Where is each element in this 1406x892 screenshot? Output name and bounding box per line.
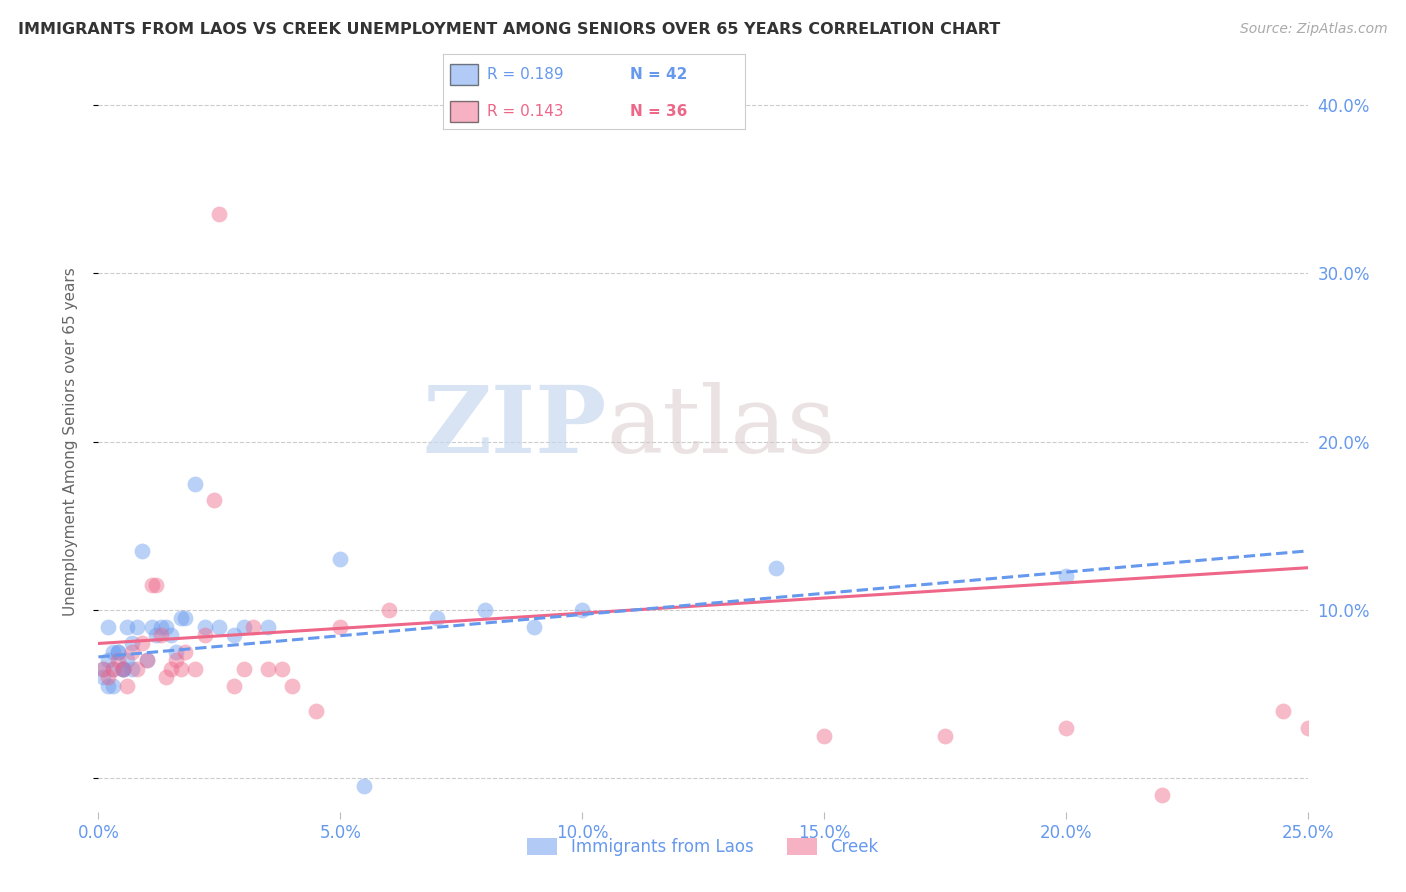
Point <box>329 619 352 633</box>
Point <box>1272 704 1295 718</box>
Point <box>232 662 254 676</box>
Point <box>222 679 245 693</box>
Point <box>91 670 114 684</box>
Point <box>169 662 191 676</box>
Point <box>474 603 496 617</box>
FancyBboxPatch shape <box>450 101 478 122</box>
Point <box>165 645 187 659</box>
Point <box>107 645 129 659</box>
Point <box>135 653 157 667</box>
Point <box>377 603 399 617</box>
Point <box>135 653 157 667</box>
Text: Source: ZipAtlas.com: Source: ZipAtlas.com <box>1240 22 1388 37</box>
Point <box>1152 788 1174 802</box>
Point <box>97 619 120 633</box>
Point <box>150 628 173 642</box>
Point <box>426 611 449 625</box>
Point <box>121 636 143 650</box>
Point <box>111 662 134 676</box>
Point <box>523 619 546 633</box>
Point <box>117 619 139 633</box>
Point <box>107 645 129 659</box>
Point <box>305 704 328 718</box>
Point <box>194 628 217 642</box>
Point <box>101 679 124 693</box>
Point <box>97 653 120 667</box>
Point <box>256 619 278 633</box>
Point <box>813 729 835 743</box>
Point <box>1296 721 1319 735</box>
Point <box>271 662 294 676</box>
Point <box>174 611 197 625</box>
Point <box>117 653 139 667</box>
Point <box>97 679 120 693</box>
Point <box>765 560 787 574</box>
Point <box>117 679 139 693</box>
Text: N = 36: N = 36 <box>630 103 688 119</box>
Point <box>1054 721 1077 735</box>
Point <box>160 628 183 642</box>
Point <box>111 662 134 676</box>
Point <box>184 476 207 491</box>
Point <box>165 653 187 667</box>
Point <box>1054 569 1077 583</box>
Point <box>242 619 264 633</box>
Text: IMMIGRANTS FROM LAOS VS CREEK UNEMPLOYMENT AMONG SENIORS OVER 65 YEARS CORRELATI: IMMIGRANTS FROM LAOS VS CREEK UNEMPLOYME… <box>18 22 1001 37</box>
FancyBboxPatch shape <box>450 64 478 86</box>
Point <box>160 662 183 676</box>
Point <box>150 619 173 633</box>
Point <box>232 619 254 633</box>
Point <box>184 662 207 676</box>
Text: ZIP: ZIP <box>422 382 606 472</box>
Point <box>97 670 120 684</box>
Point <box>107 653 129 667</box>
Point <box>101 645 124 659</box>
Point <box>145 577 167 591</box>
Point <box>155 670 177 684</box>
Point <box>208 619 231 633</box>
Point <box>194 619 217 633</box>
Point <box>101 662 124 676</box>
Point <box>127 662 149 676</box>
Point <box>155 619 177 633</box>
Point <box>208 207 231 221</box>
Point <box>127 619 149 633</box>
Point <box>934 729 956 743</box>
Point <box>131 636 153 650</box>
Text: R = 0.143: R = 0.143 <box>486 103 564 119</box>
Text: atlas: atlas <box>606 382 835 472</box>
Point <box>121 662 143 676</box>
Point <box>571 603 593 617</box>
Point <box>111 662 134 676</box>
Legend: Immigrants from Laos, Creek: Immigrants from Laos, Creek <box>520 831 886 863</box>
Point <box>141 577 163 591</box>
Y-axis label: Unemployment Among Seniors over 65 years: Unemployment Among Seniors over 65 years <box>63 268 77 615</box>
Point <box>222 628 245 642</box>
Point <box>353 780 375 794</box>
Point <box>256 662 278 676</box>
Point <box>145 628 167 642</box>
Point <box>131 544 153 558</box>
Point <box>91 662 114 676</box>
Point <box>91 662 114 676</box>
Point <box>111 662 134 676</box>
Text: N = 42: N = 42 <box>630 67 688 82</box>
Point <box>329 552 352 566</box>
Point <box>121 645 143 659</box>
Point <box>204 493 226 508</box>
Point <box>174 645 197 659</box>
Point <box>141 619 163 633</box>
Point <box>169 611 191 625</box>
Point <box>101 662 124 676</box>
Text: R = 0.189: R = 0.189 <box>486 67 564 82</box>
Point <box>281 679 304 693</box>
